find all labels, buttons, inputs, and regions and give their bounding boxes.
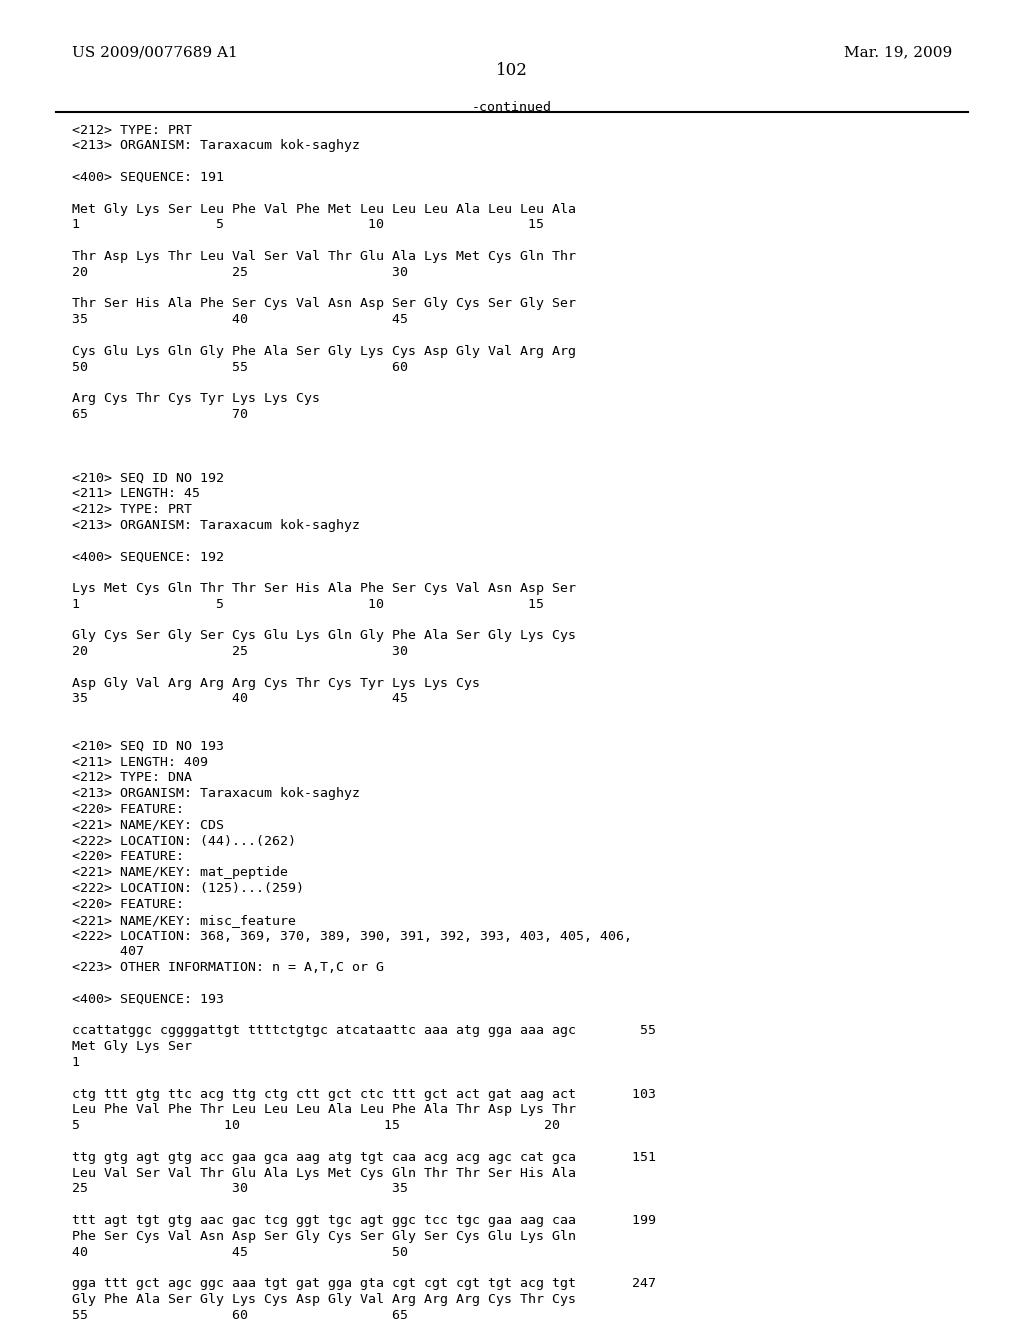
Text: <221> NAME/KEY: mat_peptide: <221> NAME/KEY: mat_peptide [72, 866, 288, 879]
Text: <213> ORGANISM: Taraxacum kok-saghyz: <213> ORGANISM: Taraxacum kok-saghyz [72, 140, 359, 152]
Text: Thr Ser His Ala Phe Ser Cys Val Asn Asp Ser Gly Cys Ser Gly Ser: Thr Ser His Ala Phe Ser Cys Val Asn Asp … [72, 297, 575, 310]
Text: Phe Ser Cys Val Asn Asp Ser Gly Cys Ser Gly Ser Cys Glu Lys Gln: Phe Ser Cys Val Asn Asp Ser Gly Cys Ser … [72, 1230, 575, 1242]
Text: <400> SEQUENCE: 191: <400> SEQUENCE: 191 [72, 172, 223, 183]
Text: <210> SEQ ID NO 193: <210> SEQ ID NO 193 [72, 741, 223, 752]
Text: 20                  25                  30: 20 25 30 [72, 265, 408, 279]
Text: <222> LOCATION: 368, 369, 370, 389, 390, 391, 392, 393, 403, 405, 406,: <222> LOCATION: 368, 369, 370, 389, 390,… [72, 929, 632, 942]
Text: <222> LOCATION: (44)...(262): <222> LOCATION: (44)...(262) [72, 834, 296, 847]
Text: <213> ORGANISM: Taraxacum kok-saghyz: <213> ORGANISM: Taraxacum kok-saghyz [72, 787, 359, 800]
Text: Asp Gly Val Arg Arg Arg Cys Thr Cys Tyr Lys Lys Cys: Asp Gly Val Arg Arg Arg Cys Thr Cys Tyr … [72, 677, 479, 689]
Text: 20                  25                  30: 20 25 30 [72, 645, 408, 659]
Text: Gly Cys Ser Gly Ser Cys Glu Lys Gln Gly Phe Ala Ser Gly Lys Cys: Gly Cys Ser Gly Ser Cys Glu Lys Gln Gly … [72, 630, 575, 643]
Text: Thr Asp Lys Thr Leu Val Ser Val Thr Glu Ala Lys Met Cys Gln Thr: Thr Asp Lys Thr Leu Val Ser Val Thr Glu … [72, 249, 575, 263]
Text: <211> LENGTH: 409: <211> LENGTH: 409 [72, 755, 208, 768]
Text: Leu Phe Val Phe Thr Leu Leu Leu Ala Leu Phe Ala Thr Asp Lys Thr: Leu Phe Val Phe Thr Leu Leu Leu Ala Leu … [72, 1104, 575, 1117]
Text: -continued: -continued [472, 102, 552, 115]
Text: <220> FEATURE:: <220> FEATURE: [72, 898, 183, 911]
Text: Mar. 19, 2009: Mar. 19, 2009 [844, 45, 952, 59]
Text: <212> TYPE: PRT: <212> TYPE: PRT [72, 124, 191, 136]
Text: ttt agt tgt gtg aac gac tcg ggt tgc agt ggc tcc tgc gaa aag caa       199: ttt agt tgt gtg aac gac tcg ggt tgc agt … [72, 1214, 655, 1228]
Text: 1                 5                  10                  15: 1 5 10 15 [72, 218, 544, 231]
Text: <221> NAME/KEY: misc_feature: <221> NAME/KEY: misc_feature [72, 913, 296, 927]
Text: Met Gly Lys Ser: Met Gly Lys Ser [72, 1040, 191, 1053]
Text: <222> LOCATION: (125)...(259): <222> LOCATION: (125)...(259) [72, 882, 304, 895]
Text: gga ttt gct agc ggc aaa tgt gat gga gta cgt cgt cgt tgt acg tgt       247: gga ttt gct agc ggc aaa tgt gat gga gta … [72, 1278, 655, 1290]
Text: 65                  70: 65 70 [72, 408, 248, 421]
Text: US 2009/0077689 A1: US 2009/0077689 A1 [72, 45, 238, 59]
Text: <212> TYPE: PRT: <212> TYPE: PRT [72, 503, 191, 516]
Text: ctg ttt gtg ttc acg ttg ctg ctt gct ctc ttt gct act gat aag act       103: ctg ttt gtg ttc acg ttg ctg ctt gct ctc … [72, 1088, 655, 1101]
Text: 407: 407 [72, 945, 143, 958]
Text: <220> FEATURE:: <220> FEATURE: [72, 850, 183, 863]
Text: <212> TYPE: DNA: <212> TYPE: DNA [72, 771, 191, 784]
Text: <221> NAME/KEY: CDS: <221> NAME/KEY: CDS [72, 818, 223, 832]
Text: Leu Val Ser Val Thr Glu Ala Lys Met Cys Gln Thr Thr Ser His Ala: Leu Val Ser Val Thr Glu Ala Lys Met Cys … [72, 1167, 575, 1180]
Text: Arg Cys Thr Cys Tyr Lys Lys Cys: Arg Cys Thr Cys Tyr Lys Lys Cys [72, 392, 319, 405]
Text: <213> ORGANISM: Taraxacum kok-saghyz: <213> ORGANISM: Taraxacum kok-saghyz [72, 519, 359, 532]
Text: Met Gly Lys Ser Leu Phe Val Phe Met Leu Leu Leu Ala Leu Leu Ala: Met Gly Lys Ser Leu Phe Val Phe Met Leu … [72, 202, 575, 215]
Text: ccattatggc cggggattgt ttttctgtgc atcataattc aaa atg gga aaa agc        55: ccattatggc cggggattgt ttttctgtgc atcataa… [72, 1024, 655, 1038]
Text: Lys Met Cys Gln Thr Thr Ser His Ala Phe Ser Cys Val Asn Asp Ser: Lys Met Cys Gln Thr Thr Ser His Ala Phe … [72, 582, 575, 595]
Text: 35                  40                  45: 35 40 45 [72, 313, 408, 326]
Text: 55                  60                  65: 55 60 65 [72, 1308, 408, 1320]
Text: 1                 5                  10                  15: 1 5 10 15 [72, 598, 544, 611]
Text: 5                  10                  15                  20: 5 10 15 20 [72, 1119, 560, 1133]
Text: 102: 102 [496, 62, 528, 79]
Text: 35                  40                  45: 35 40 45 [72, 693, 408, 705]
Text: <400> SEQUENCE: 192: <400> SEQUENCE: 192 [72, 550, 223, 564]
Text: <210> SEQ ID NO 192: <210> SEQ ID NO 192 [72, 471, 223, 484]
Text: 50                  55                  60: 50 55 60 [72, 360, 408, 374]
Text: 25                  30                  35: 25 30 35 [72, 1183, 408, 1196]
Text: <220> FEATURE:: <220> FEATURE: [72, 803, 183, 816]
Text: <400> SEQUENCE: 193: <400> SEQUENCE: 193 [72, 993, 223, 1006]
Text: 1: 1 [72, 1056, 80, 1069]
Text: <223> OTHER INFORMATION: n = A,T,C or G: <223> OTHER INFORMATION: n = A,T,C or G [72, 961, 384, 974]
Text: Gly Phe Ala Ser Gly Lys Cys Asp Gly Val Arg Arg Arg Cys Thr Cys: Gly Phe Ala Ser Gly Lys Cys Asp Gly Val … [72, 1294, 575, 1305]
Text: 40                  45                  50: 40 45 50 [72, 1246, 408, 1258]
Text: Cys Glu Lys Gln Gly Phe Ala Ser Gly Lys Cys Asp Gly Val Arg Arg: Cys Glu Lys Gln Gly Phe Ala Ser Gly Lys … [72, 345, 575, 358]
Text: <211> LENGTH: 45: <211> LENGTH: 45 [72, 487, 200, 500]
Text: ttg gtg agt gtg acc gaa gca aag atg tgt caa acg acg agc cat gca       151: ttg gtg agt gtg acc gaa gca aag atg tgt … [72, 1151, 655, 1164]
